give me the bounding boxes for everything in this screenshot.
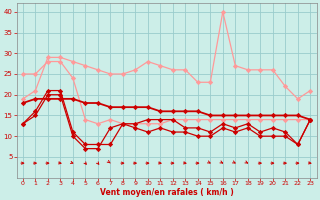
X-axis label: Vent moyen/en rafales ( km/h ): Vent moyen/en rafales ( km/h ) <box>100 188 234 197</box>
